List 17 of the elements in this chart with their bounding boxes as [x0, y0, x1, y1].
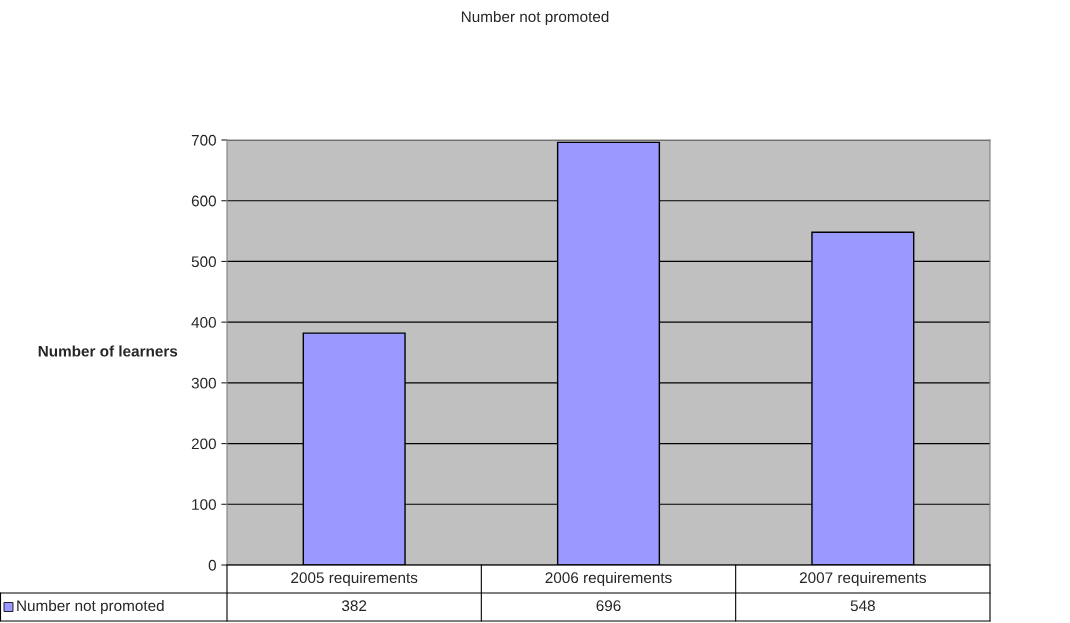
y-axis-title: Number of learners — [38, 345, 178, 357]
data-label: 382 — [342, 600, 367, 612]
x-tick-label: 2005 requirements — [291, 571, 418, 587]
y-tick-label: 200 — [191, 438, 216, 450]
legend-label: Number not promoted — [17, 599, 164, 615]
y-tick-label: 0 — [208, 559, 216, 571]
x-tick-label: 2007 requirements — [799, 571, 926, 587]
chart-title: Number not promoted — [461, 10, 609, 26]
y-tick-label: 400 — [191, 317, 216, 328]
y-tick-label: 500 — [191, 256, 216, 268]
y-tick-label: 600 — [191, 195, 216, 207]
x-tick-label: 2006 requirements — [545, 571, 672, 587]
data-label: 696 — [596, 600, 621, 612]
y-tick-label: 700 — [191, 134, 216, 146]
y-tick-label: 100 — [192, 499, 216, 510]
data-label: 548 — [850, 600, 875, 612]
y-tick-label: 300 — [191, 377, 216, 389]
